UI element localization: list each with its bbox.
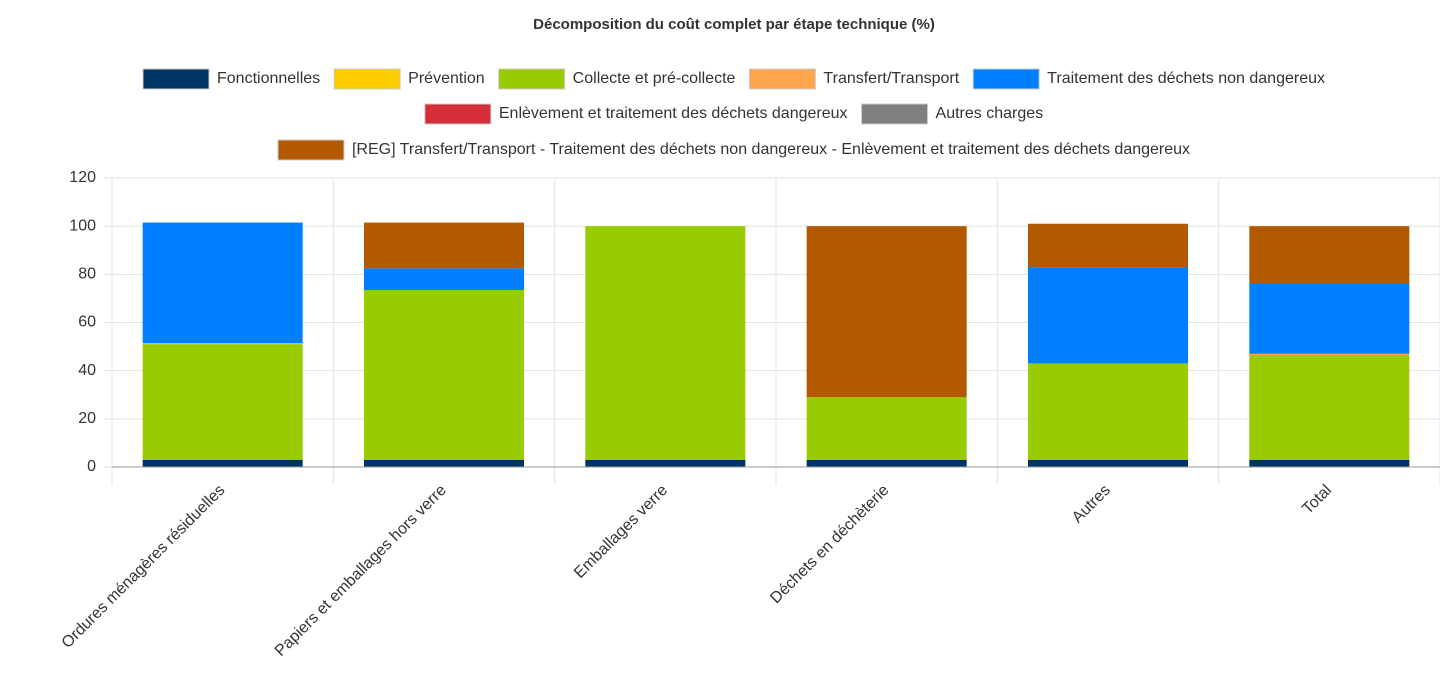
- legend-swatch: [972, 68, 1040, 90]
- y-tick-label: 100: [69, 217, 96, 234]
- x-tick-label: Déchets en déchèterie: [767, 482, 892, 607]
- x-tick-label: Ordures ménagères résiduelles: [59, 482, 229, 652]
- legend-label: Transfert/Transport: [823, 70, 959, 87]
- bar-segment: [1249, 226, 1410, 284]
- bar-segment: [1249, 283, 1410, 354]
- bar-segment: [1249, 459, 1410, 467]
- legend-swatch: [424, 103, 492, 125]
- x-tick-label: Emballages verre: [571, 482, 671, 582]
- legend-label: Autres charges: [936, 105, 1044, 122]
- legend-swatch: [333, 68, 401, 90]
- y-tick-label: 20: [78, 410, 96, 427]
- legend-swatch: [748, 68, 816, 90]
- bar-segment: [806, 226, 967, 398]
- x-tick-label: Total: [1299, 482, 1335, 518]
- legend-row: Enlèvement et traitement des déchets dan…: [424, 103, 1044, 125]
- bar-segment: [364, 268, 524, 290]
- chart-title: Décomposition du coût complet par étape …: [533, 16, 935, 33]
- bar-segment: [1028, 459, 1188, 467]
- y-tick-label: 80: [78, 266, 96, 283]
- legend-label: Collecte et pré-collecte: [573, 70, 736, 87]
- legend-label: Enlèvement et traitement des déchets dan…: [499, 105, 848, 122]
- bar-segment: [585, 459, 746, 467]
- legend-swatch: [142, 68, 210, 90]
- bar-segment: [1249, 353, 1410, 356]
- bar-segment: [806, 459, 967, 467]
- bar-segment: [364, 289, 524, 460]
- x-tick-label: Autres: [1069, 482, 1114, 527]
- y-tick-label: 60: [78, 314, 96, 331]
- bar-segment: [142, 342, 303, 345]
- x-tick-label: Papiers et emballages hors verre: [272, 482, 450, 660]
- legend-swatch: [861, 103, 929, 125]
- bar-segment: [1028, 267, 1188, 364]
- bar-segment: [1249, 355, 1410, 460]
- legend-row: Fonctionnelles Prévention Collecte et pré-…: [142, 68, 1325, 90]
- bar-segment: [142, 222, 303, 343]
- legend-label: Traitement des déchets non dangereux: [1047, 70, 1325, 87]
- legend-label: Fonctionnelles: [217, 70, 320, 87]
- bar-segment: [585, 226, 746, 460]
- bar-segment: [142, 344, 303, 460]
- bar-segment: [1028, 223, 1188, 268]
- y-tick-label: 120: [69, 169, 96, 186]
- bar-segment: [364, 459, 524, 467]
- legend-swatch: [498, 68, 566, 90]
- legend-row: [REG] Transfert/Transport - Traitement d…: [277, 139, 1190, 161]
- bar-segment: [1028, 363, 1188, 460]
- bar-segment: [142, 459, 303, 467]
- y-tick-label: 40: [78, 362, 96, 379]
- legend-swatch: [277, 139, 345, 161]
- bar-segment: [806, 397, 967, 460]
- y-tick-label: 0: [87, 458, 96, 475]
- legend-label: [REG] Transfert/Transport - Traitement d…: [352, 141, 1190, 158]
- legend-label: Prévention: [408, 70, 485, 87]
- bar-segment: [364, 222, 524, 269]
